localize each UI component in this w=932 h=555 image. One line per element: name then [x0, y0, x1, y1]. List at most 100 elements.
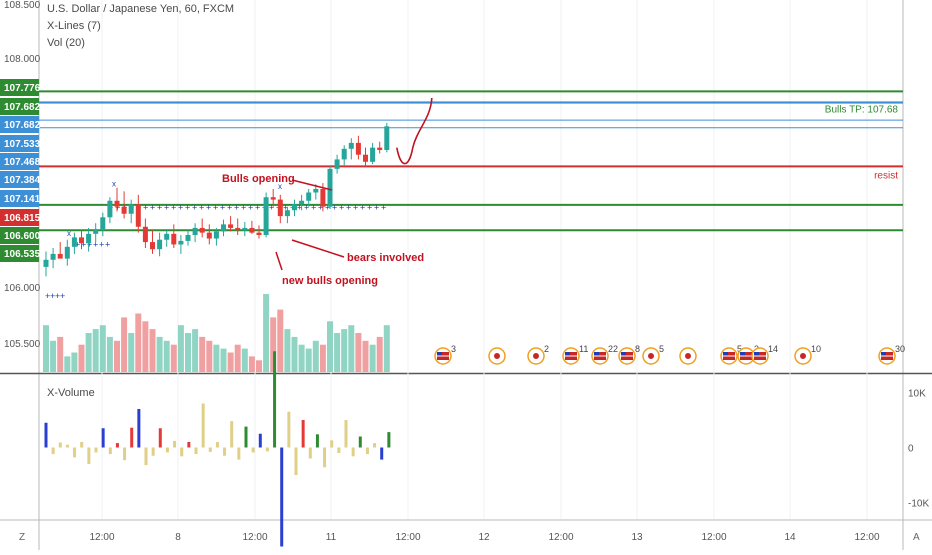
candle-body[interactable]: [355, 142, 361, 155]
xline-marker: +: [311, 203, 316, 213]
annotation-arrow: [291, 239, 345, 258]
candle-body[interactable]: [313, 188, 319, 193]
event-flag-badge[interactable]: 11: [562, 344, 588, 365]
event-flag-badge[interactable]: 8: [618, 344, 640, 365]
candle-body[interactable]: [199, 227, 205, 233]
price-label-text: 107.776: [4, 83, 41, 94]
xline-marker: +: [164, 203, 169, 213]
candle-body[interactable]: [341, 148, 347, 160]
candle-body[interactable]: [43, 259, 49, 267]
candle-body[interactable]: [213, 231, 219, 239]
candle-body[interactable]: [249, 227, 255, 233]
xvolume-bar: [280, 447, 284, 547]
xvolume-bar: [137, 409, 141, 448]
xline-marker: x: [67, 229, 71, 238]
candle-body[interactable]: [121, 206, 127, 214]
candle-body[interactable]: [242, 227, 248, 231]
candle-body[interactable]: [370, 147, 376, 162]
candle-body[interactable]: [299, 200, 305, 205]
event-dot-badge[interactable]: 5: [642, 344, 664, 365]
candle-body[interactable]: [93, 229, 99, 234]
candle-body[interactable]: [50, 253, 56, 260]
candle-body[interactable]: [327, 168, 333, 207]
candle-body[interactable]: [150, 242, 155, 250]
projection-path[interactable]: [396, 97, 433, 165]
volume-bar: [241, 348, 248, 372]
candle-body[interactable]: [256, 232, 262, 236]
volume-bar: [114, 340, 120, 372]
legend-symbol[interactable]: U.S. Dollar / Japanese Yen, 60, FXCM: [47, 3, 235, 15]
candle-body[interactable]: [86, 233, 92, 244]
xline-marker: +: [185, 203, 190, 213]
candle-body[interactable]: [348, 142, 354, 149]
event-flag-badge[interactable]: 22: [591, 344, 618, 365]
candle-body[interactable]: [377, 147, 383, 150]
price-label-box: [0, 116, 39, 133]
xvolume-tick-label: -10K: [908, 499, 929, 510]
candle-body[interactable]: [306, 192, 312, 201]
candle-body[interactable]: [157, 239, 163, 250]
price-label-text: 107.468: [4, 157, 41, 168]
candle-body[interactable]: [228, 224, 234, 228]
xline-marker: +: [255, 203, 260, 213]
event-count-label: 5: [659, 344, 664, 354]
xvolume-bar: [358, 436, 362, 448]
candle-body[interactable]: [277, 199, 283, 217]
candle-body[interactable]: [384, 126, 390, 150]
candle-body[interactable]: [206, 232, 212, 239]
candle-body[interactable]: [221, 224, 226, 232]
candle-body[interactable]: [114, 200, 120, 207]
annotation-arrow: [275, 251, 283, 271]
candle-body[interactable]: [178, 240, 184, 245]
candle-body[interactable]: [263, 197, 269, 236]
xvolume-bar: [194, 447, 198, 455]
price-label-text: 107.682: [4, 120, 41, 131]
event-flag-badge[interactable]: 14: [751, 344, 778, 365]
candle-body[interactable]: [235, 227, 241, 231]
candle-body[interactable]: [142, 226, 148, 243]
xline-marker: +: [346, 203, 351, 213]
candle-body[interactable]: [64, 246, 70, 259]
xvolume-bar: [294, 447, 298, 475]
candle-body[interactable]: [164, 233, 170, 240]
event-flag-badge[interactable]: 3: [434, 344, 456, 365]
legend-xlines[interactable]: X-Lines (7): [47, 20, 101, 32]
flag-icon-canton: [565, 352, 570, 356]
candle-body[interactable]: [334, 159, 340, 169]
candle-body[interactable]: [100, 217, 106, 230]
event-dot-badge[interactable]: 10: [794, 344, 821, 365]
event-flag-badge[interactable]: 30: [878, 344, 905, 365]
event-dot-badge[interactable]: 2: [527, 344, 549, 365]
event-flag-badge[interactable]: 5: [720, 344, 742, 365]
candle-body[interactable]: [185, 235, 191, 241]
xline-marker: +: [241, 203, 246, 213]
xvolume-bar: [215, 442, 219, 448]
event-dot-badge[interactable]: [488, 347, 506, 365]
candle-body[interactable]: [363, 154, 368, 162]
candle-body[interactable]: [79, 237, 84, 244]
volume-bar: [78, 344, 85, 372]
candle-body[interactable]: [57, 253, 63, 259]
volume-bar: [206, 340, 213, 372]
candle-body[interactable]: [135, 204, 141, 227]
flag-icon-canton: [723, 352, 728, 356]
candle-body[interactable]: [320, 188, 326, 207]
candle-body[interactable]: [171, 233, 177, 245]
candle-body[interactable]: [284, 210, 290, 217]
candle-body[interactable]: [270, 197, 276, 200]
candle-body[interactable]: [71, 237, 77, 247]
time-tick-label: 12:00: [89, 532, 114, 543]
volume-bar: [263, 294, 270, 372]
event-dot-badge[interactable]: [679, 347, 697, 365]
legend-vol[interactable]: Vol (20): [47, 37, 85, 49]
candle-body[interactable]: [128, 204, 134, 214]
xvolume-bar: [337, 447, 341, 453]
xline-marker: +: [105, 239, 110, 249]
xvolume-bar: [315, 434, 319, 448]
candle-body[interactable]: [107, 200, 113, 218]
candle-body[interactable]: [292, 204, 297, 211]
xvolume-bar: [73, 447, 77, 458]
candle-body[interactable]: [192, 227, 198, 236]
volume-bar: [99, 325, 106, 372]
volume-bar: [305, 348, 312, 372]
